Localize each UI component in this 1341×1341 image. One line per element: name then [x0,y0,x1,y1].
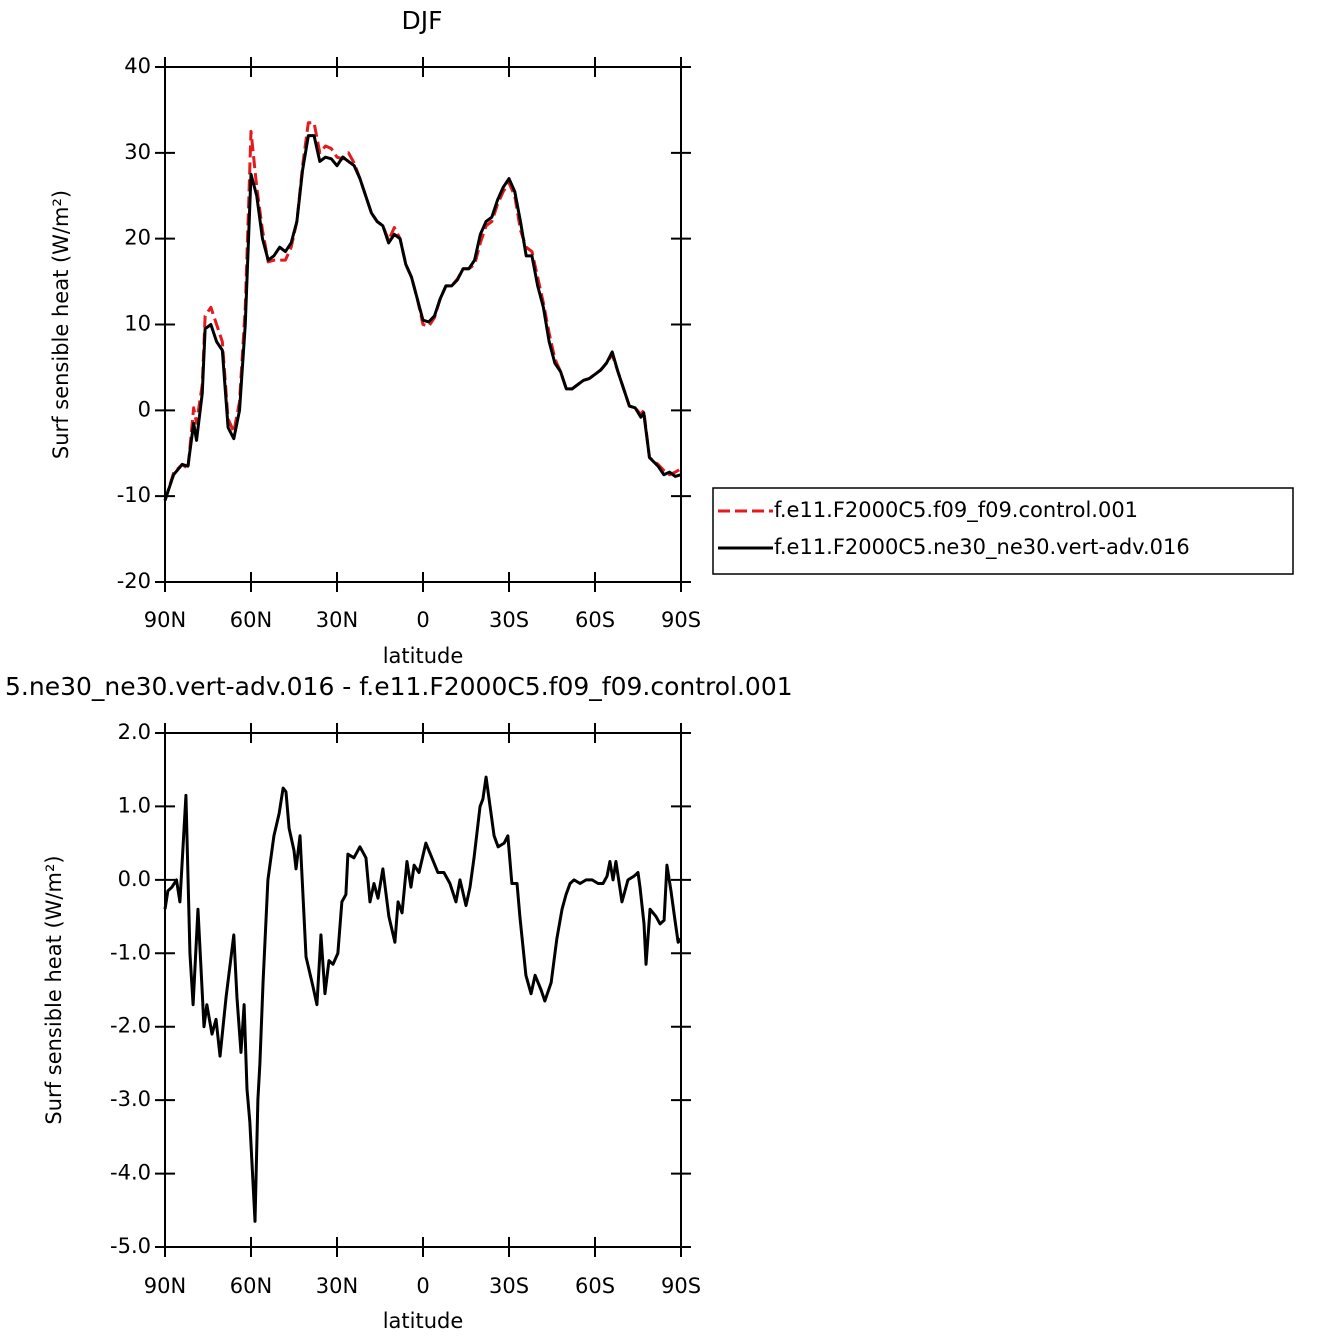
y-tick-label: -1.0 [110,940,151,964]
x-tick-label: 30N [316,1274,358,1298]
plot-frame [164,66,682,583]
series-line [163,775,683,1223]
y-tick-label: -2.0 [110,1014,151,1038]
chart-title: DJF [401,6,442,35]
x-axis-label: latitude [383,1309,464,1333]
x-tick-label: 90S [661,1274,701,1298]
x-tick-label: 30N [316,608,358,632]
plot-frame [164,732,682,1248]
y-tick-label: -10 [117,483,151,507]
chart-title: 5.ne30_ne30.vert-adv.016 - f.e11.F2000C5… [5,672,793,701]
y-axis-label: Surf sensible heat (W/m²) [49,190,73,459]
y-tick-label: -4.0 [110,1161,151,1185]
y-tick-label: 40 [124,54,151,78]
series-line [163,134,682,501]
x-tick-label: 60S [575,608,615,632]
y-tick-label: 1.0 [118,793,151,817]
x-tick-label: 90N [144,1274,186,1298]
legend-label: f.e11.F2000C5.f09_f09.control.001 [774,498,1138,523]
y-axis-label: Surf sensible heat (W/m²) [42,855,66,1124]
y-tick-label: 0.0 [118,867,151,891]
x-tick-label: 60N [230,1274,272,1298]
y-tick-label: 0 [138,397,151,421]
x-tick-label: 30S [489,608,529,632]
y-tick-label: -3.0 [110,1087,151,1111]
y-tick-label: -5.0 [110,1234,151,1258]
x-tick-label: 0 [416,1274,429,1298]
legend-label: f.e11.F2000C5.ne30_ne30.vert-adv.016 [774,535,1190,560]
x-tick-label: 60S [575,1274,615,1298]
x-tick-label: 60N [230,608,272,632]
y-tick-label: 10 [124,312,151,336]
series-line [163,121,682,501]
y-tick-label: -20 [117,569,151,593]
x-tick-label: 0 [416,608,429,632]
y-tick-label: 2.0 [118,720,151,744]
legend-box [712,487,1294,575]
x-tick-label: 90S [661,608,701,632]
x-tick-label: 90N [144,608,186,632]
y-tick-label: 20 [124,226,151,250]
x-axis-label: latitude [383,644,464,668]
x-tick-label: 30S [489,1274,529,1298]
y-tick-label: 30 [124,140,151,164]
